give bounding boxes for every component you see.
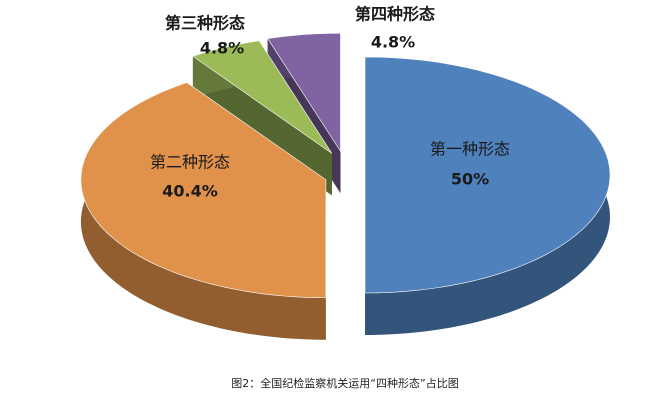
slice <box>364 56 611 294</box>
value-label: 50% <box>451 170 489 189</box>
slice <box>267 32 341 153</box>
value-label: 40.4% <box>162 182 218 201</box>
slice-group <box>80 82 327 340</box>
slice-wall <box>80 82 326 340</box>
slice-label: 第四种形态 <box>355 5 435 24</box>
slice-label: 第三种形态 <box>165 14 245 33</box>
slice-label: 第二种形态 <box>150 153 230 172</box>
value-label: 4.8% <box>200 39 244 58</box>
caption: 图2：全国纪检监察机关运用“四种形态”占比图 <box>231 376 458 390</box>
slice <box>192 40 333 154</box>
slice <box>80 82 327 299</box>
slice-group <box>364 56 611 335</box>
slice-label: 第一种形态 <box>430 140 510 159</box>
value-label: 4.8% <box>371 33 415 52</box>
